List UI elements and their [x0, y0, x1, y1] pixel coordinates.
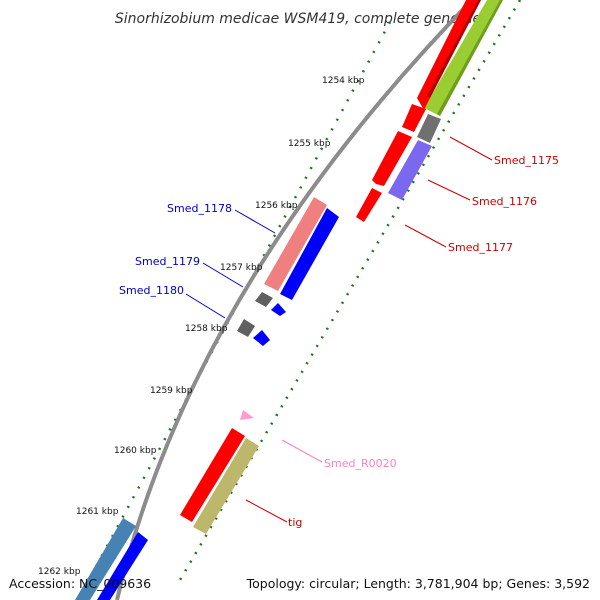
scale-label: 1261 kbp [76, 507, 119, 517]
cds-red-top-edge [427, 0, 481, 98]
leader-tig [245, 499, 288, 523]
scale-label: 1255 kbp [288, 139, 331, 149]
cds-lime-top-edge [437, 0, 503, 116]
scale-label: 1259 kbp [150, 386, 193, 396]
leader-smed-r0020 [281, 439, 323, 463]
cds-grey-1180 [237, 319, 255, 337]
gene-label-tig[interactable]: tig [288, 516, 302, 529]
gene-label-smed-1175[interactable]: Smed_1175 [494, 154, 559, 167]
scale-label: 1260 kbp [114, 446, 157, 456]
gene-label-smed-r0020[interactable]: Smed_R0020 [324, 457, 397, 470]
gene-labels: Smed_1175 Smed_1176 Smed_1177 Smed_1178 … [119, 154, 559, 529]
gene-label-smed-1176[interactable]: Smed_1176 [472, 195, 537, 208]
cds-red-tig [180, 428, 245, 522]
scale-label: 1257 kbp [220, 263, 263, 273]
outer-dotted-ring [178, 0, 522, 581]
cds-olive-tig [193, 438, 259, 534]
topology-text: Topology: circular; Length: 3,781,904 bp… [246, 576, 590, 591]
cds-blue-1178 [280, 208, 339, 300]
cds-blue-bottom [97, 532, 148, 600]
leader-smed-1177 [404, 224, 447, 248]
scale-label: 1256 kbp [255, 201, 298, 211]
map-title: Sinorhizobium medicae WSM419, complete g… [115, 11, 481, 27]
cds-pink-1178 [264, 197, 327, 291]
accession-text: Accession: NC_009636 [9, 576, 152, 591]
gene-label-smed-1177[interactable]: Smed_1177 [448, 241, 513, 254]
gene-label-smed-1180[interactable]: Smed_1180 [119, 284, 184, 297]
gene-label-smed-1178[interactable]: Smed_1178 [167, 202, 232, 215]
cds-lime-top [424, 0, 503, 116]
cds-grey-1179 [255, 292, 273, 307]
cds-steelblue-bottom [75, 518, 136, 600]
leader-smed-1178 [234, 209, 276, 234]
cds-red-1176 [372, 131, 412, 186]
scale-label: 1254 kbp [322, 76, 365, 86]
cds-grey-1175 [417, 114, 441, 143]
cds-blue-1179 [271, 303, 286, 316]
scale-label: 1262 kbp [38, 567, 81, 577]
leader-smed-1179 [202, 262, 244, 288]
leader-smed-1176 [427, 179, 471, 201]
leader-smed-1180 [185, 293, 226, 319]
genome-backbone [115, 0, 474, 600]
rna-pink-r0020 [240, 410, 254, 420]
gene-label-smed-1179[interactable]: Smed_1179 [135, 255, 200, 268]
cds-blue-1180 [253, 330, 270, 346]
leader-lines [185, 136, 493, 523]
cds-violet-1176 [388, 140, 432, 200]
scale-labels: 1254 kbp 1255 kbp 1256 kbp 1257 kbp 1258… [38, 76, 365, 577]
cds-red-1175a [402, 104, 426, 132]
cds-red-1177 [356, 188, 382, 222]
scale-label: 1258 kbp [185, 324, 228, 334]
leader-smed-1175 [449, 136, 493, 161]
